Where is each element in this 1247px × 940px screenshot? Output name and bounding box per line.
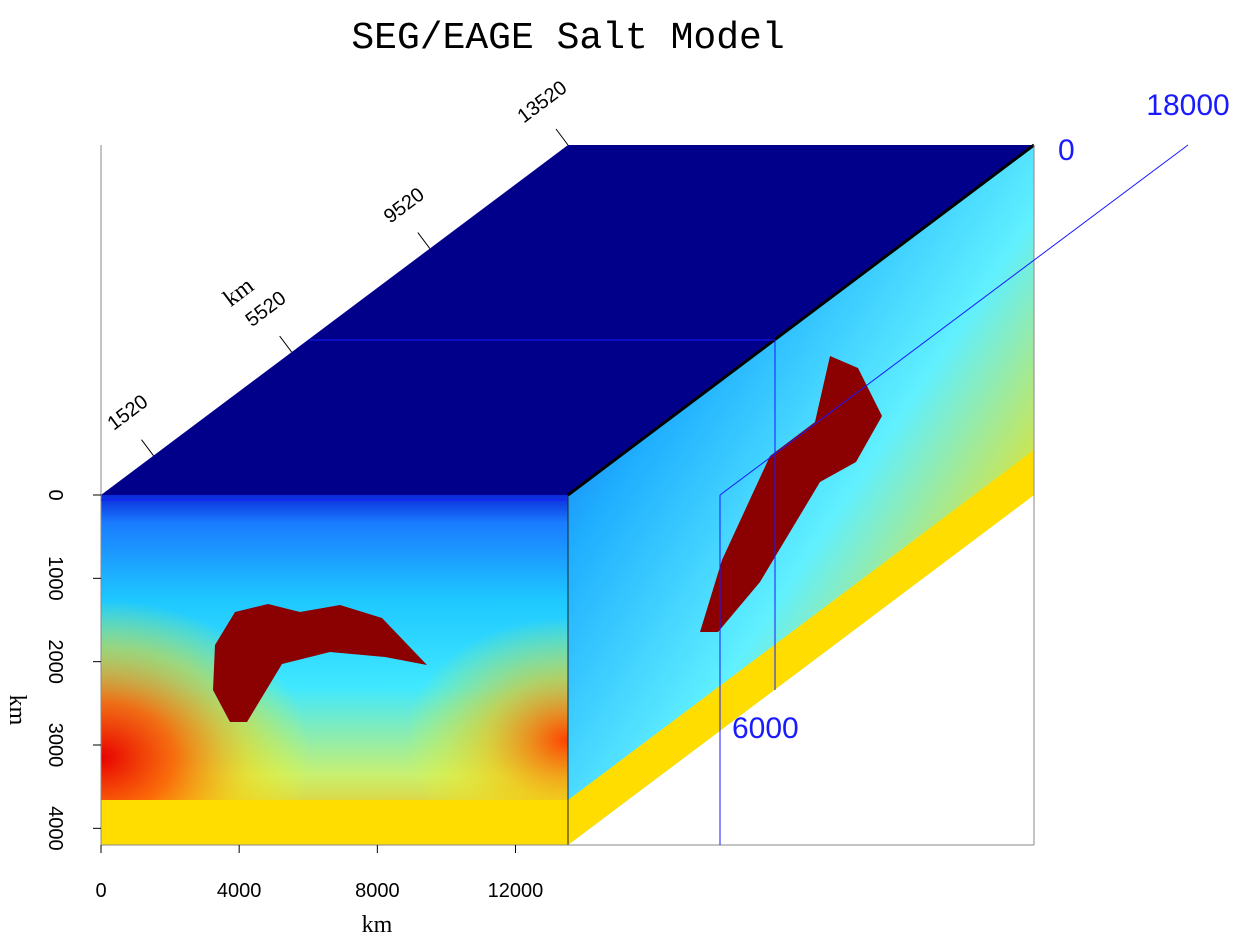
front-base — [101, 800, 568, 845]
y-tick-label: 1520 — [104, 391, 153, 435]
slice-line — [719, 144, 1189, 496]
salt-body — [700, 356, 882, 632]
y-tick — [141, 439, 154, 456]
x-tick-label: 0 — [95, 880, 106, 902]
top-face — [101, 145, 1034, 495]
annotation: 0 — [1058, 134, 1075, 167]
cube — [101, 143, 1035, 845]
slice-lines — [101, 144, 1189, 845]
annotation: 18000 — [1146, 89, 1229, 122]
x-axis-label: km — [362, 912, 393, 938]
z-tick-label: 2000 — [44, 639, 66, 684]
z-tick-label: 4000 — [44, 806, 66, 851]
x-tick-label: 12000 — [488, 880, 544, 902]
salt-body — [213, 604, 427, 722]
annotation: 6000 — [732, 712, 799, 745]
z-axis-label: km — [4, 695, 30, 726]
z-tick-label: 1000 — [44, 556, 66, 601]
y-tick — [417, 232, 431, 249]
side-base — [568, 450, 1034, 845]
x-tick-label: 8000 — [355, 880, 400, 902]
chart-title: SEG/EAGE Salt Model — [351, 17, 784, 60]
front-shade — [101, 495, 568, 845]
y-tick-label: 13520 — [514, 77, 572, 128]
edge — [567, 143, 1035, 497]
x-tick-label: 4000 — [217, 880, 262, 902]
z-tick-label: 0 — [44, 489, 66, 500]
z-tick-label: 3000 — [44, 723, 66, 768]
y-tick — [279, 335, 293, 353]
y-tick-label: 9520 — [380, 184, 429, 228]
y-tick — [555, 128, 569, 146]
